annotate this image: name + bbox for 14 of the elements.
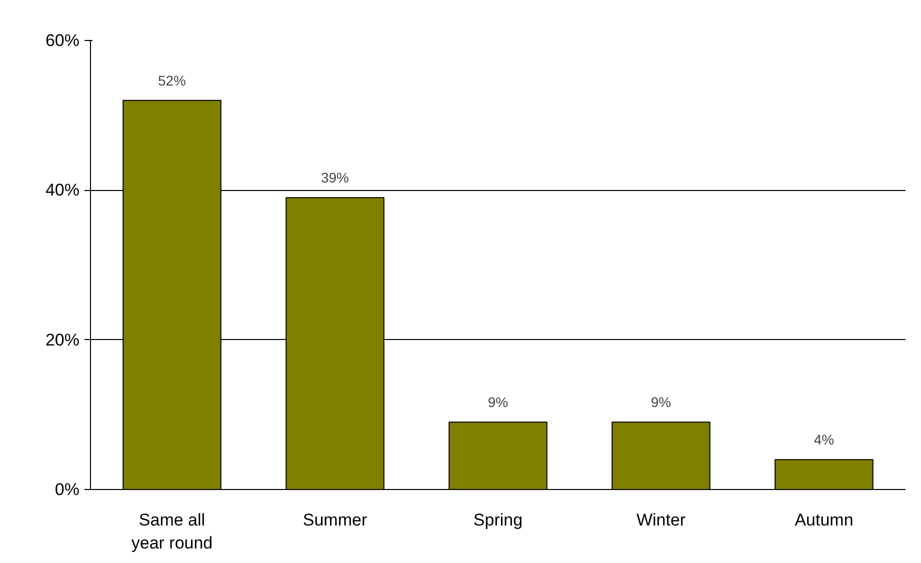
data-label: 9% (650, 394, 672, 410)
data-label: 4% (814, 432, 834, 448)
y-tick-label: 20% (45, 330, 80, 350)
y-tick-label: 60% (45, 31, 80, 50)
y-tick-label: 0% (54, 480, 80, 499)
x-tick-label: Same all year round (131, 510, 213, 552)
x-tick-label: Spring (473, 510, 523, 530)
y-tick-label: 40% (45, 180, 80, 200)
data-label: 9% (488, 394, 508, 410)
x-tick-label: Autumn (794, 510, 854, 530)
data-label: 52% (158, 72, 186, 88)
x-tick-label: Winter (636, 510, 686, 530)
x-tick-label: Summer (302, 510, 368, 530)
data-label: 39% (320, 170, 350, 186)
